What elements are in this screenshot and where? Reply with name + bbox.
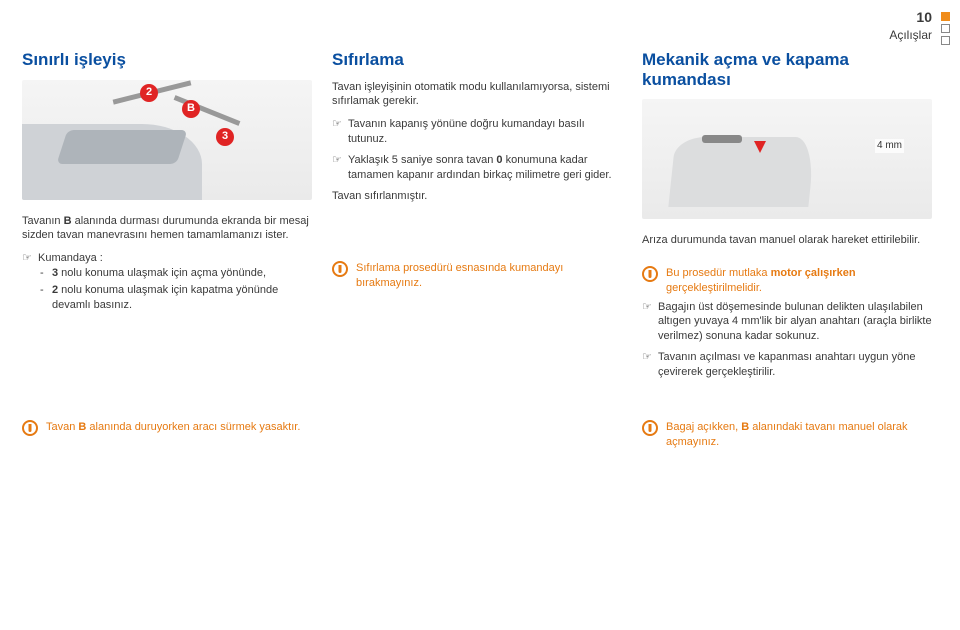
section-label: Açılışlar (889, 27, 932, 43)
content-columns: Sınırlı işleyiş 2 B 3 Tavanın B alanında… (22, 50, 932, 386)
fig-arrow-icon (754, 141, 766, 153)
warning-text: Tavan B alanında duruyorken aracı sürmek… (46, 420, 312, 435)
column-3: Mekanik açma ve kapama kumandası 4 mm Ar… (642, 50, 932, 386)
warning-bottom-1: Tavan B alanında duruyorken aracı sürmek… (22, 420, 312, 436)
col3-para1: Arıza durumunda tavan manuel olarak hare… (642, 233, 932, 248)
heading-col2: Sıfırlama (332, 50, 622, 70)
col3-hand-list: Bagajın üst döşemesinde bulunan delikten… (642, 300, 932, 386)
column-2: Sıfırlama Tavan işleyişinin otomatik mod… (332, 50, 622, 386)
list-item: Kumandaya : 3 nolu konuma ulaşmak için a… (22, 251, 312, 312)
page-number: 10 (889, 8, 932, 27)
col2-item-0: Tavanın kapanış yönüne doğru kumandayı b… (348, 118, 585, 145)
warning-text: Sıfırlama prosedürü esnasında kumandayı … (356, 261, 622, 291)
spacer (332, 211, 622, 251)
indicator-active (941, 12, 950, 21)
list-item: Bagajın üst döşemesinde bulunan delikten… (642, 300, 932, 345)
col1-dash-list: 3 nolu konuma ulaşmak için açma yönünde,… (38, 266, 312, 313)
list-item: 2 nolu konuma ulaşmak için kapatma yönün… (38, 283, 312, 313)
warning-text: Bagaj açıkken, B alanındaki tavanı manue… (666, 420, 932, 450)
warning-col3: Bu prosedür mutlaka motor çalışırken ger… (642, 266, 932, 296)
indicator-box (941, 24, 950, 33)
bottom-cell-1: Tavan B alanında duruyorken aracı sürmek… (22, 410, 312, 454)
fig-slot (702, 135, 742, 143)
fig-car-glass (56, 130, 187, 164)
list-item: Yaklaşık 5 saniye sonra tavan 0 konumuna… (332, 153, 622, 183)
heading-col1: Sınırlı işleyiş (22, 50, 312, 70)
figure-trunk-key: 4 mm (642, 99, 932, 219)
list-item: 3 nolu konuma ulaşmak için açma yönünde, (38, 266, 312, 281)
list-item: Tavanın kapanış yönüne doğru kumandayı b… (332, 117, 622, 147)
col2-hand-list: Tavanın kapanış yönüne doğru kumandayı b… (332, 117, 622, 188)
callout-B: B (182, 100, 200, 118)
col1-hand-list: Kumandaya : 3 nolu konuma ulaşmak için a… (22, 251, 312, 318)
callout-3: 3 (216, 128, 234, 146)
warning-icon (642, 266, 658, 282)
warning-icon (22, 420, 38, 436)
fig-trunk (668, 137, 815, 207)
warning-bottom-3: Bagaj açıkken, B alanındaki tavanı manue… (642, 420, 932, 450)
kumandaya-label: Kumandaya : (38, 252, 103, 264)
fig-key-label: 4 mm (875, 139, 904, 153)
heading-col3: Mekanik açma ve kapama kumandası (642, 50, 932, 89)
column-1: Sınırlı işleyiş 2 B 3 Tavanın B alanında… (22, 50, 312, 386)
callout-2: 2 (140, 84, 158, 102)
section-indicator (941, 12, 950, 45)
warning-icon (642, 420, 658, 436)
bottom-cell-2 (332, 410, 622, 454)
figure-convertible-roof: 2 B 3 (22, 80, 312, 200)
list-item: Tavanın açılması ve kapanması anahtarı u… (642, 350, 932, 380)
page-header: 10 Açılışlar (889, 8, 932, 43)
indicator-box (941, 36, 950, 45)
warning-icon (332, 261, 348, 277)
col1-para1: Tavanın B alanında durması durumunda ekr… (22, 214, 312, 244)
bottom-cell-3: Bagaj açıkken, B alanındaki tavanı manue… (642, 410, 932, 454)
col2-done: Tavan sıfırlanmıştır. (332, 189, 622, 204)
col2-intro: Tavan işleyişinin otomatik modu kullanıl… (332, 80, 622, 110)
warning-text: Bu prosedür mutlaka motor çalışırken ger… (666, 266, 932, 296)
bottom-row: Tavan B alanında duruyorken aracı sürmek… (22, 410, 932, 454)
warning-col2: Sıfırlama prosedürü esnasında kumandayı … (332, 261, 622, 291)
